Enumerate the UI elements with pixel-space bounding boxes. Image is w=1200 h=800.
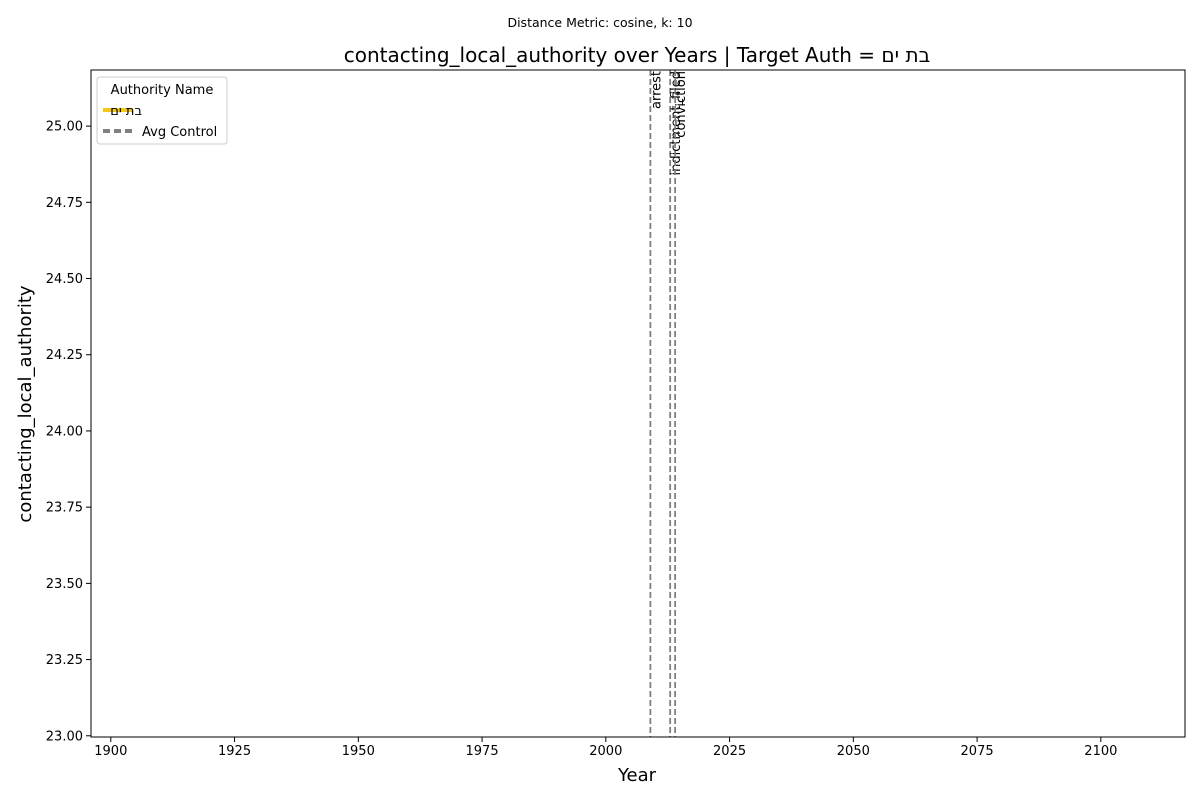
plot-area-frame <box>90 69 1186 738</box>
y-tick-label: 23.00 <box>46 729 83 744</box>
y-tick-label: 25.00 <box>46 120 83 135</box>
y-tick-label: 24.00 <box>46 424 83 439</box>
y-axis-ticks: 23.00 23.25 23.50 23.75 24.00 24.25 24.50 24.75… <box>46 120 91 744</box>
event-label: indictment_filed <box>669 71 684 176</box>
x-tick-label: 2050 <box>837 744 870 759</box>
legend-label-target: בת ים <box>110 104 142 119</box>
event-label: conviction <box>674 71 689 138</box>
x-tick-label: 2100 <box>1084 744 1117 759</box>
legend-title: Authority Name <box>111 83 214 98</box>
y-tick-label: 24.75 <box>46 196 83 211</box>
chart-title: contacting_local_authority over Years | … <box>344 43 930 67</box>
y-tick-label: 23.50 <box>46 577 83 592</box>
chart-suptitle: Distance Metric: cosine, k: 10 <box>507 15 692 30</box>
x-tick-label: 1975 <box>466 744 499 759</box>
y-tick-label: 24.50 <box>46 272 83 287</box>
legend: Authority Name בת ים Avg Control <box>96 76 228 145</box>
legend-box <box>96 76 228 145</box>
x-tick-label: 1925 <box>218 744 251 759</box>
legend-label-avg-control: Avg Control <box>142 125 217 140</box>
x-tick-label: 1900 <box>94 744 127 759</box>
x-tick-label: 1950 <box>342 744 375 759</box>
x-tick-label: 2000 <box>589 744 622 759</box>
y-tick-label: 24.25 <box>46 348 83 363</box>
y-tick-label: 23.25 <box>46 653 83 668</box>
event-label: arrest <box>649 71 664 109</box>
y-axis-label: contacting_local_authority <box>15 285 36 523</box>
x-axis-label: Year <box>617 765 657 786</box>
x-axis-ticks: 1900 1925 1950 1975 2000 2025 2050 2075 2100 <box>94 737 1117 759</box>
x-tick-label: 2075 <box>961 744 994 759</box>
x-tick-label: 2025 <box>713 744 746 759</box>
y-tick-label: 23.75 <box>46 501 83 516</box>
